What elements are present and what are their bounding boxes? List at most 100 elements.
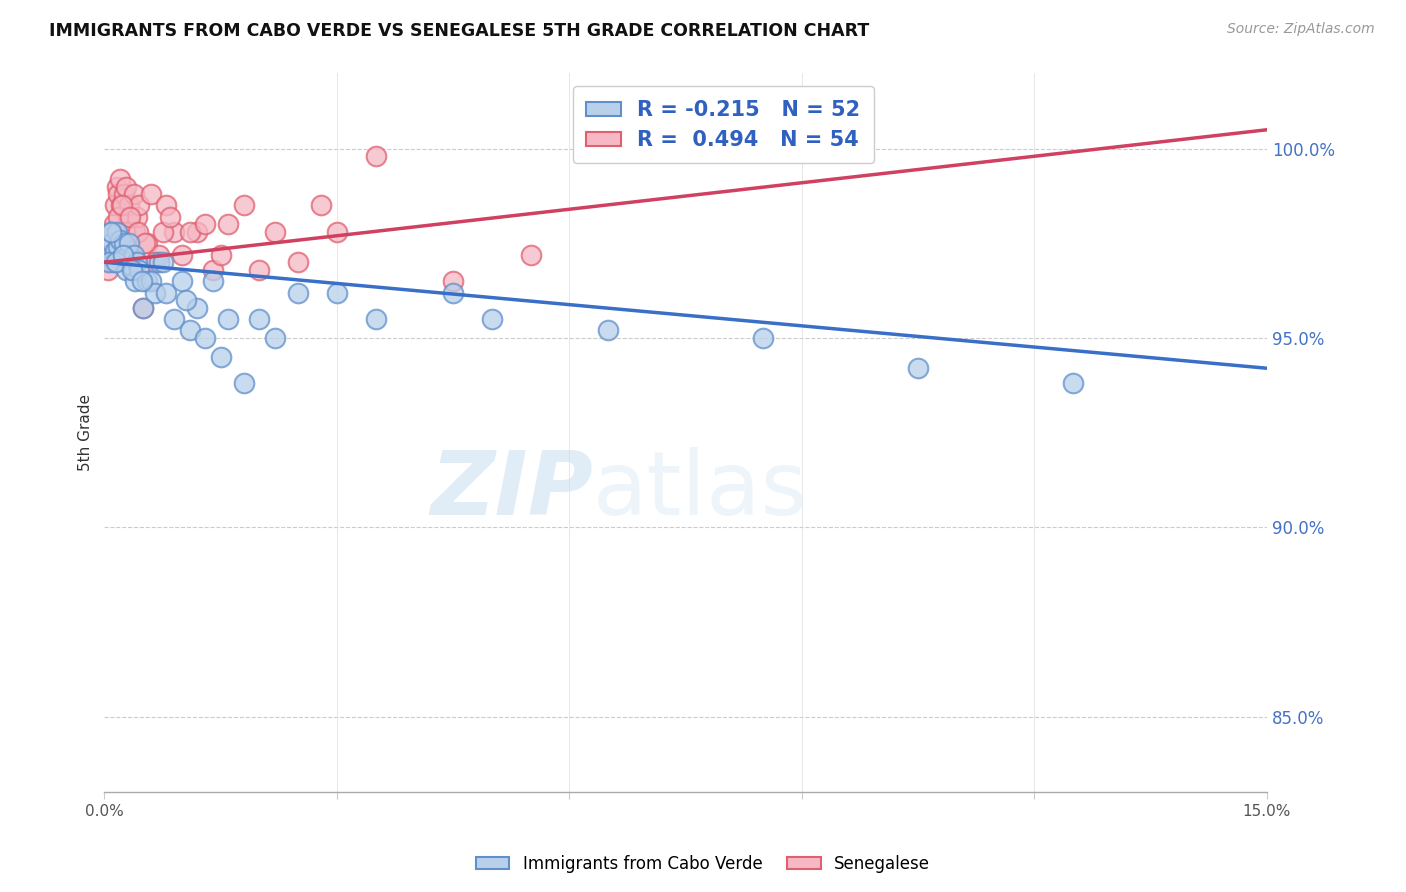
- Point: [217, 218, 239, 232]
- Point: [118, 236, 141, 251]
- Point: [107, 187, 129, 202]
- Point: [194, 218, 217, 232]
- Point: [103, 255, 125, 269]
- Point: [125, 255, 148, 269]
- Point: [152, 225, 174, 239]
- Point: [111, 198, 134, 212]
- Point: [155, 198, 177, 212]
- Point: [481, 312, 503, 326]
- Point: [174, 293, 197, 307]
- Point: [105, 179, 128, 194]
- Point: [122, 248, 145, 262]
- Point: [264, 225, 287, 239]
- Point: [519, 248, 541, 262]
- Point: [264, 331, 287, 345]
- Point: [179, 225, 201, 239]
- Point: [232, 376, 254, 391]
- Point: [103, 225, 125, 239]
- Point: [115, 179, 138, 194]
- Point: [125, 210, 148, 224]
- Point: [107, 240, 129, 254]
- Point: [132, 301, 155, 315]
- Legend: Immigrants from Cabo Verde, Senegalese: Immigrants from Cabo Verde, Senegalese: [470, 848, 936, 880]
- Point: [100, 225, 122, 239]
- Point: [101, 236, 124, 251]
- Point: [122, 187, 145, 202]
- Point: [148, 248, 170, 262]
- Point: [1062, 376, 1084, 391]
- Point: [143, 255, 166, 269]
- Point: [201, 262, 224, 277]
- Point: [287, 255, 309, 269]
- Point: [441, 285, 464, 300]
- Point: [186, 225, 208, 239]
- Point: [598, 323, 620, 337]
- Point: [100, 225, 122, 239]
- Point: [108, 172, 131, 186]
- Point: [124, 225, 146, 239]
- Point: [97, 262, 120, 277]
- Point: [121, 259, 143, 273]
- Point: [105, 225, 128, 239]
- Point: [194, 331, 217, 345]
- Point: [179, 323, 201, 337]
- Point: [114, 225, 136, 239]
- Point: [118, 198, 141, 212]
- Point: [201, 274, 224, 288]
- Point: [101, 236, 124, 251]
- Point: [311, 198, 333, 212]
- Point: [136, 274, 159, 288]
- Point: [131, 274, 153, 288]
- Point: [96, 236, 118, 251]
- Point: [110, 252, 132, 266]
- Point: [103, 218, 125, 232]
- Point: [118, 210, 141, 224]
- Point: [105, 255, 128, 269]
- Point: [100, 225, 122, 239]
- Point: [209, 350, 232, 364]
- Point: [139, 187, 162, 202]
- Text: atlas: atlas: [593, 447, 808, 533]
- Text: IMMIGRANTS FROM CABO VERDE VS SENEGALESE 5TH GRADE CORRELATION CHART: IMMIGRANTS FROM CABO VERDE VS SENEGALESE…: [49, 22, 869, 40]
- Text: Source: ZipAtlas.com: Source: ZipAtlas.com: [1227, 22, 1375, 37]
- Point: [104, 244, 127, 258]
- Point: [128, 198, 150, 212]
- Point: [209, 248, 232, 262]
- Legend: R = -0.215   N = 52, R =  0.494   N = 54: R = -0.215 N = 52, R = 0.494 N = 54: [572, 87, 873, 163]
- Point: [112, 187, 135, 202]
- Point: [100, 236, 122, 251]
- Point: [104, 198, 127, 212]
- Point: [111, 248, 134, 262]
- Point: [115, 262, 138, 277]
- Point: [287, 285, 309, 300]
- Point: [136, 236, 159, 251]
- Point: [907, 361, 929, 376]
- Point: [134, 236, 156, 251]
- Point: [441, 274, 464, 288]
- Point: [170, 248, 193, 262]
- Point: [152, 255, 174, 269]
- Point: [163, 225, 186, 239]
- Point: [247, 262, 270, 277]
- Point: [98, 248, 121, 262]
- Y-axis label: 5th Grade: 5th Grade: [79, 394, 93, 471]
- Point: [121, 225, 143, 239]
- Point: [97, 248, 120, 262]
- Point: [127, 225, 149, 239]
- Point: [159, 210, 181, 224]
- Point: [186, 301, 208, 315]
- Point: [326, 225, 349, 239]
- Point: [364, 149, 387, 163]
- Point: [94, 255, 117, 269]
- Point: [752, 331, 775, 345]
- Point: [217, 312, 239, 326]
- Point: [143, 285, 166, 300]
- Point: [326, 285, 349, 300]
- Text: ZIP: ZIP: [430, 447, 593, 533]
- Point: [163, 312, 186, 326]
- Point: [124, 274, 146, 288]
- Point: [121, 262, 143, 277]
- Point: [247, 312, 270, 326]
- Point: [232, 198, 254, 212]
- Point: [107, 210, 129, 224]
